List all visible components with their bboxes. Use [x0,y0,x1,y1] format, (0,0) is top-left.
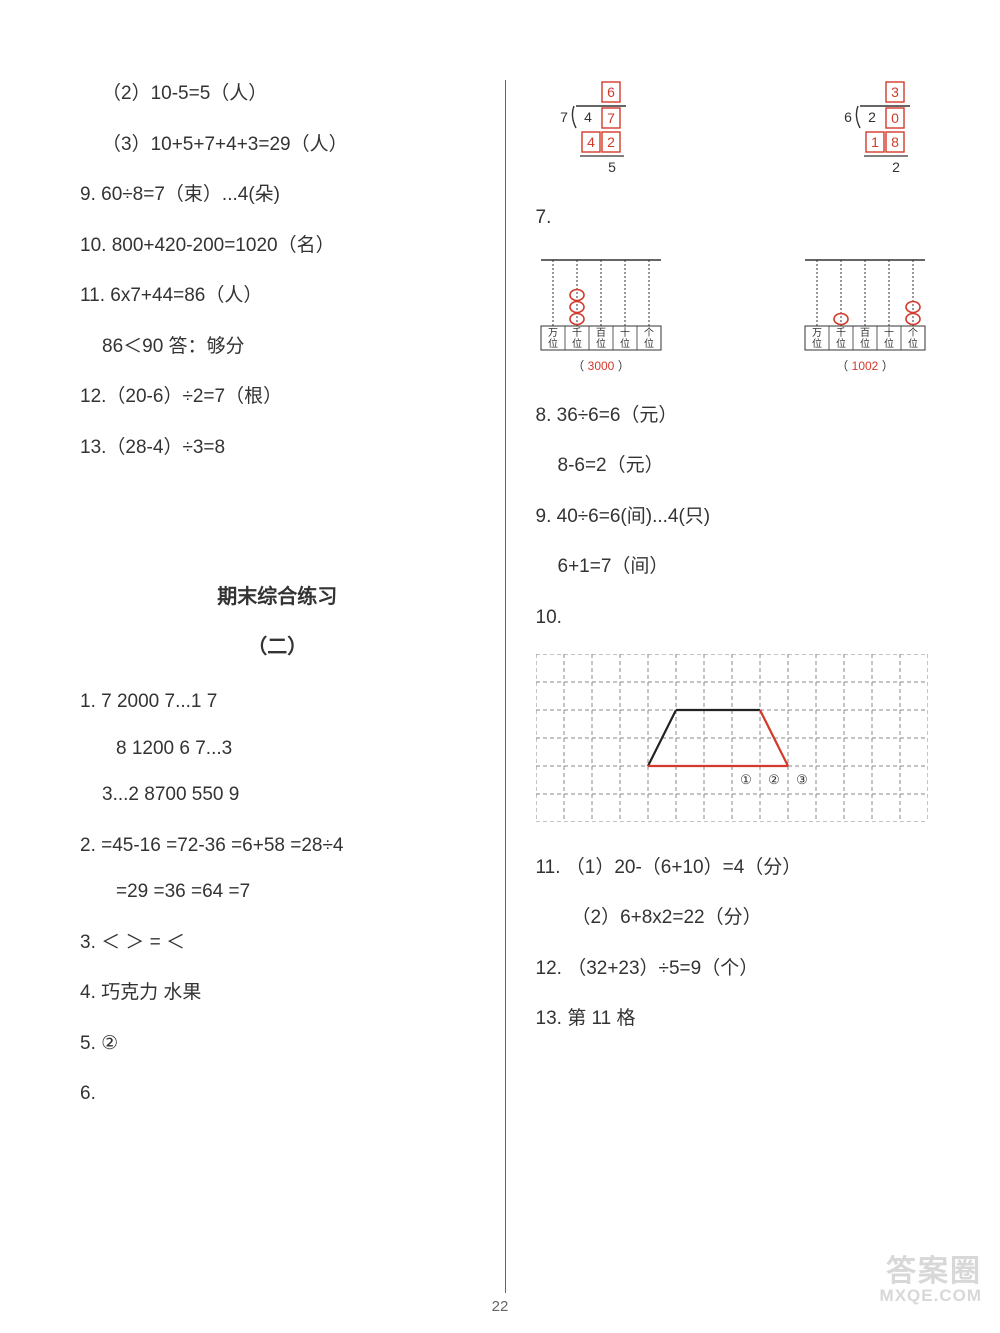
svg-text:百: 百 [860,327,870,339]
text-line: 9. 60÷8=7（束）...4(朵) [80,181,475,210]
svg-text:8: 8 [891,134,899,150]
text-line: （2）6+8x2=22（分） [536,904,931,933]
text-line: 13.（28-4）÷3=8 [80,434,475,463]
svg-text:②: ② [768,772,780,787]
abacus-figure-2: 万位千位百位十位个位（ 1002 ） [800,254,930,388]
svg-text:十: 十 [884,326,894,339]
svg-text:位: 位 [620,337,630,350]
text-line: 8 1200 6 7...3 [80,735,475,764]
svg-text:4: 4 [584,109,592,125]
left-column: （2）10-5=5（人） （3）10+5+7+4+3=29（人） 9. 60÷8… [80,80,500,1293]
svg-text:个: 个 [908,327,918,339]
text-line: 10. [536,604,931,633]
text-line: 3. ＜ ＞ = ＜ [80,929,475,958]
svg-text:位: 位 [572,337,582,350]
svg-text:位: 位 [884,337,894,350]
page-number: 22 [0,1298,1000,1315]
text-line: 4. 巧克力 水果 [80,979,475,1008]
text-line: =29 =36 =64 =7 [80,878,475,907]
text-line: 5. ② [80,1030,475,1059]
svg-text:①: ① [740,772,752,787]
svg-text:万: 万 [812,328,822,339]
svg-text:0: 0 [891,110,899,126]
right-column: 6747425 3620182 7. 万位千位百位十位个位（ 3000 ） 万位… [511,80,931,1293]
text-line: 3...2 8700 550 9 [80,781,475,810]
text-line: 10. 800+420-200=1020（名） [80,232,475,261]
text-line: 11. （1）20-（6+10）=4（分） [536,854,931,883]
grid-shape-figure: ① ② ③ [536,654,928,832]
text-line: 13. 第 11 格 [536,1005,931,1034]
text-line: 6. [80,1080,475,1109]
abacus-row: 万位千位百位十位个位（ 3000 ） 万位千位百位十位个位（ 1002 ） [536,254,931,388]
svg-text:位: 位 [548,337,558,350]
svg-text:十: 十 [620,326,630,339]
svg-text:百: 百 [596,327,606,339]
svg-text:7: 7 [607,110,615,126]
svg-text:5: 5 [608,159,616,175]
svg-text:位: 位 [860,337,870,350]
abacus-figure-1: 万位千位百位十位个位（ 3000 ） [536,254,666,388]
svg-text:位: 位 [644,337,654,350]
text-line: 8. 36÷6=6（元） [536,402,931,431]
svg-text:③: ③ [796,772,808,787]
text-line: 12.（20-6）÷2=7（根） [80,383,475,412]
svg-text:千: 千 [836,327,846,339]
text-line: 7. [536,204,931,233]
text-line: （3）10+5+7+4+3=29（人） [80,131,475,160]
svg-text:位: 位 [596,337,606,350]
long-division-figure-2: 3620182 [820,80,930,190]
text-line: 6+1=7（间） [536,553,931,582]
svg-text:万: 万 [548,328,558,339]
text-line: 9. 40÷6=6(间)...4(只) [536,503,931,532]
svg-text:7: 7 [560,109,568,125]
text-line: 11. 6x7+44=86（人） [80,282,475,311]
text-line: 8-6=2（元） [536,452,931,481]
text-line: 2. =45-16 =72-36 =6+58 =28÷4 [80,832,475,861]
svg-text:4: 4 [587,134,595,150]
svg-text:位: 位 [812,337,822,350]
svg-text:（ 3000 ）: （ 3000 ） [572,359,629,373]
svg-text:3: 3 [891,84,899,100]
svg-text:千: 千 [572,327,582,339]
long-division-figure-1: 6747425 [536,80,646,190]
section-subtitle: （二） [80,632,475,662]
text-line: （2）10-5=5（人） [80,80,475,109]
svg-text:2: 2 [892,159,900,175]
svg-text:位: 位 [908,337,918,350]
svg-text:（ 1002 ）: （ 1002 ） [836,359,893,373]
svg-text:位: 位 [836,337,846,350]
svg-text:1: 1 [871,134,879,150]
page: （2）10-5=5（人） （3）10+5+7+4+3=29（人） 9. 60÷8… [0,0,1000,1333]
svg-text:2: 2 [607,134,615,150]
column-divider [505,80,506,1293]
text-line: 86＜90 答：够分 [80,333,475,362]
svg-text:2: 2 [868,109,876,125]
text-line: 1. 7 2000 7...1 7 [80,688,475,717]
long-division-row: 6747425 3620182 [536,80,931,190]
svg-text:6: 6 [844,109,852,125]
svg-text:个: 个 [644,327,654,339]
section-title: 期末综合练习 [80,582,475,612]
text-line: 12. （32+23）÷5=9（个） [536,955,931,984]
svg-text:6: 6 [607,84,615,100]
